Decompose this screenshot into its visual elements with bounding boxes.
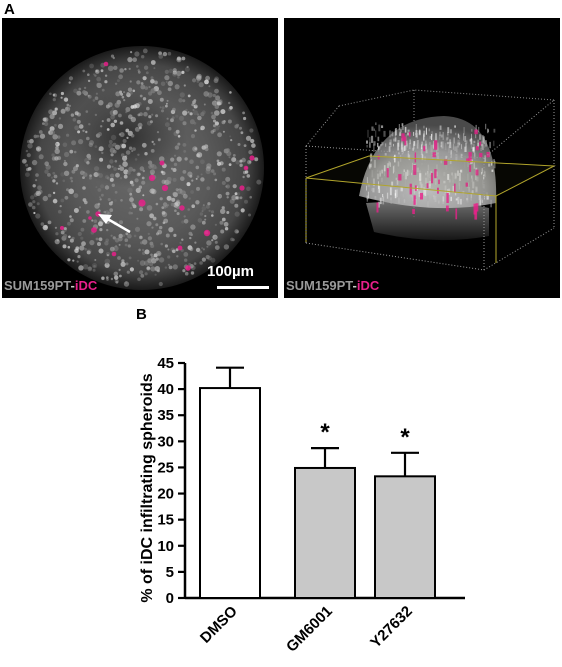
spheroid-confocal-image: SUM159PT-iDC 100µm xyxy=(2,18,278,298)
y-tick-label: 10 xyxy=(157,538,174,555)
spheroid-projection xyxy=(20,46,264,290)
x-tick-label: Y27632 xyxy=(367,603,416,652)
bar-gm6001 xyxy=(294,466,356,599)
panel-label-b: B xyxy=(136,306,147,323)
infiltration-bar-chart: 0 5 10 15 20 25 30 35 40 45 * * DMSO GM6001 Y27632 %… xyxy=(139,355,465,656)
y-tick-label: 0 xyxy=(166,590,174,607)
y-tick-label: 40 xyxy=(157,381,174,398)
caption-separator: - xyxy=(70,278,75,293)
scale-bar-label: 100µm xyxy=(207,263,255,280)
significance-marker: * xyxy=(320,419,330,446)
spheroid-3d-render: SUM159PT-iDC xyxy=(284,18,560,298)
y-tick-label: 5 xyxy=(166,564,174,581)
significance-marker: * xyxy=(400,424,410,451)
x-tick-label: GM6001 xyxy=(283,603,336,656)
idc-label: iDC xyxy=(74,278,98,293)
cell-line-label: SUM159PT xyxy=(4,278,71,293)
arrow-icon xyxy=(98,214,131,234)
y-tick-label: 25 xyxy=(157,459,174,476)
bar-y27632 xyxy=(374,475,436,599)
y-tick-label: 20 xyxy=(157,486,174,503)
panel-label-a: A xyxy=(4,1,15,18)
bar-dmso xyxy=(199,387,261,599)
y-tick-label: 45 xyxy=(157,355,174,372)
x-tick-label: DMSO xyxy=(197,603,241,647)
scale-bar xyxy=(217,286,269,289)
y-tick-label: 35 xyxy=(157,407,174,424)
y-tick-label: 30 xyxy=(157,433,174,450)
y-tick-label: 15 xyxy=(157,512,174,529)
spheroid-3d-volume xyxy=(305,89,556,271)
y-axis-label: % of iDC infiltrating spheroids xyxy=(139,373,156,602)
caption-separator: - xyxy=(352,278,357,293)
right-image-caption: SUM159PT-iDC xyxy=(286,278,379,293)
cell-line-label: SUM159PT xyxy=(286,278,353,293)
idc-label: iDC xyxy=(356,278,380,293)
left-image-caption: SUM159PT-iDC xyxy=(4,278,97,293)
